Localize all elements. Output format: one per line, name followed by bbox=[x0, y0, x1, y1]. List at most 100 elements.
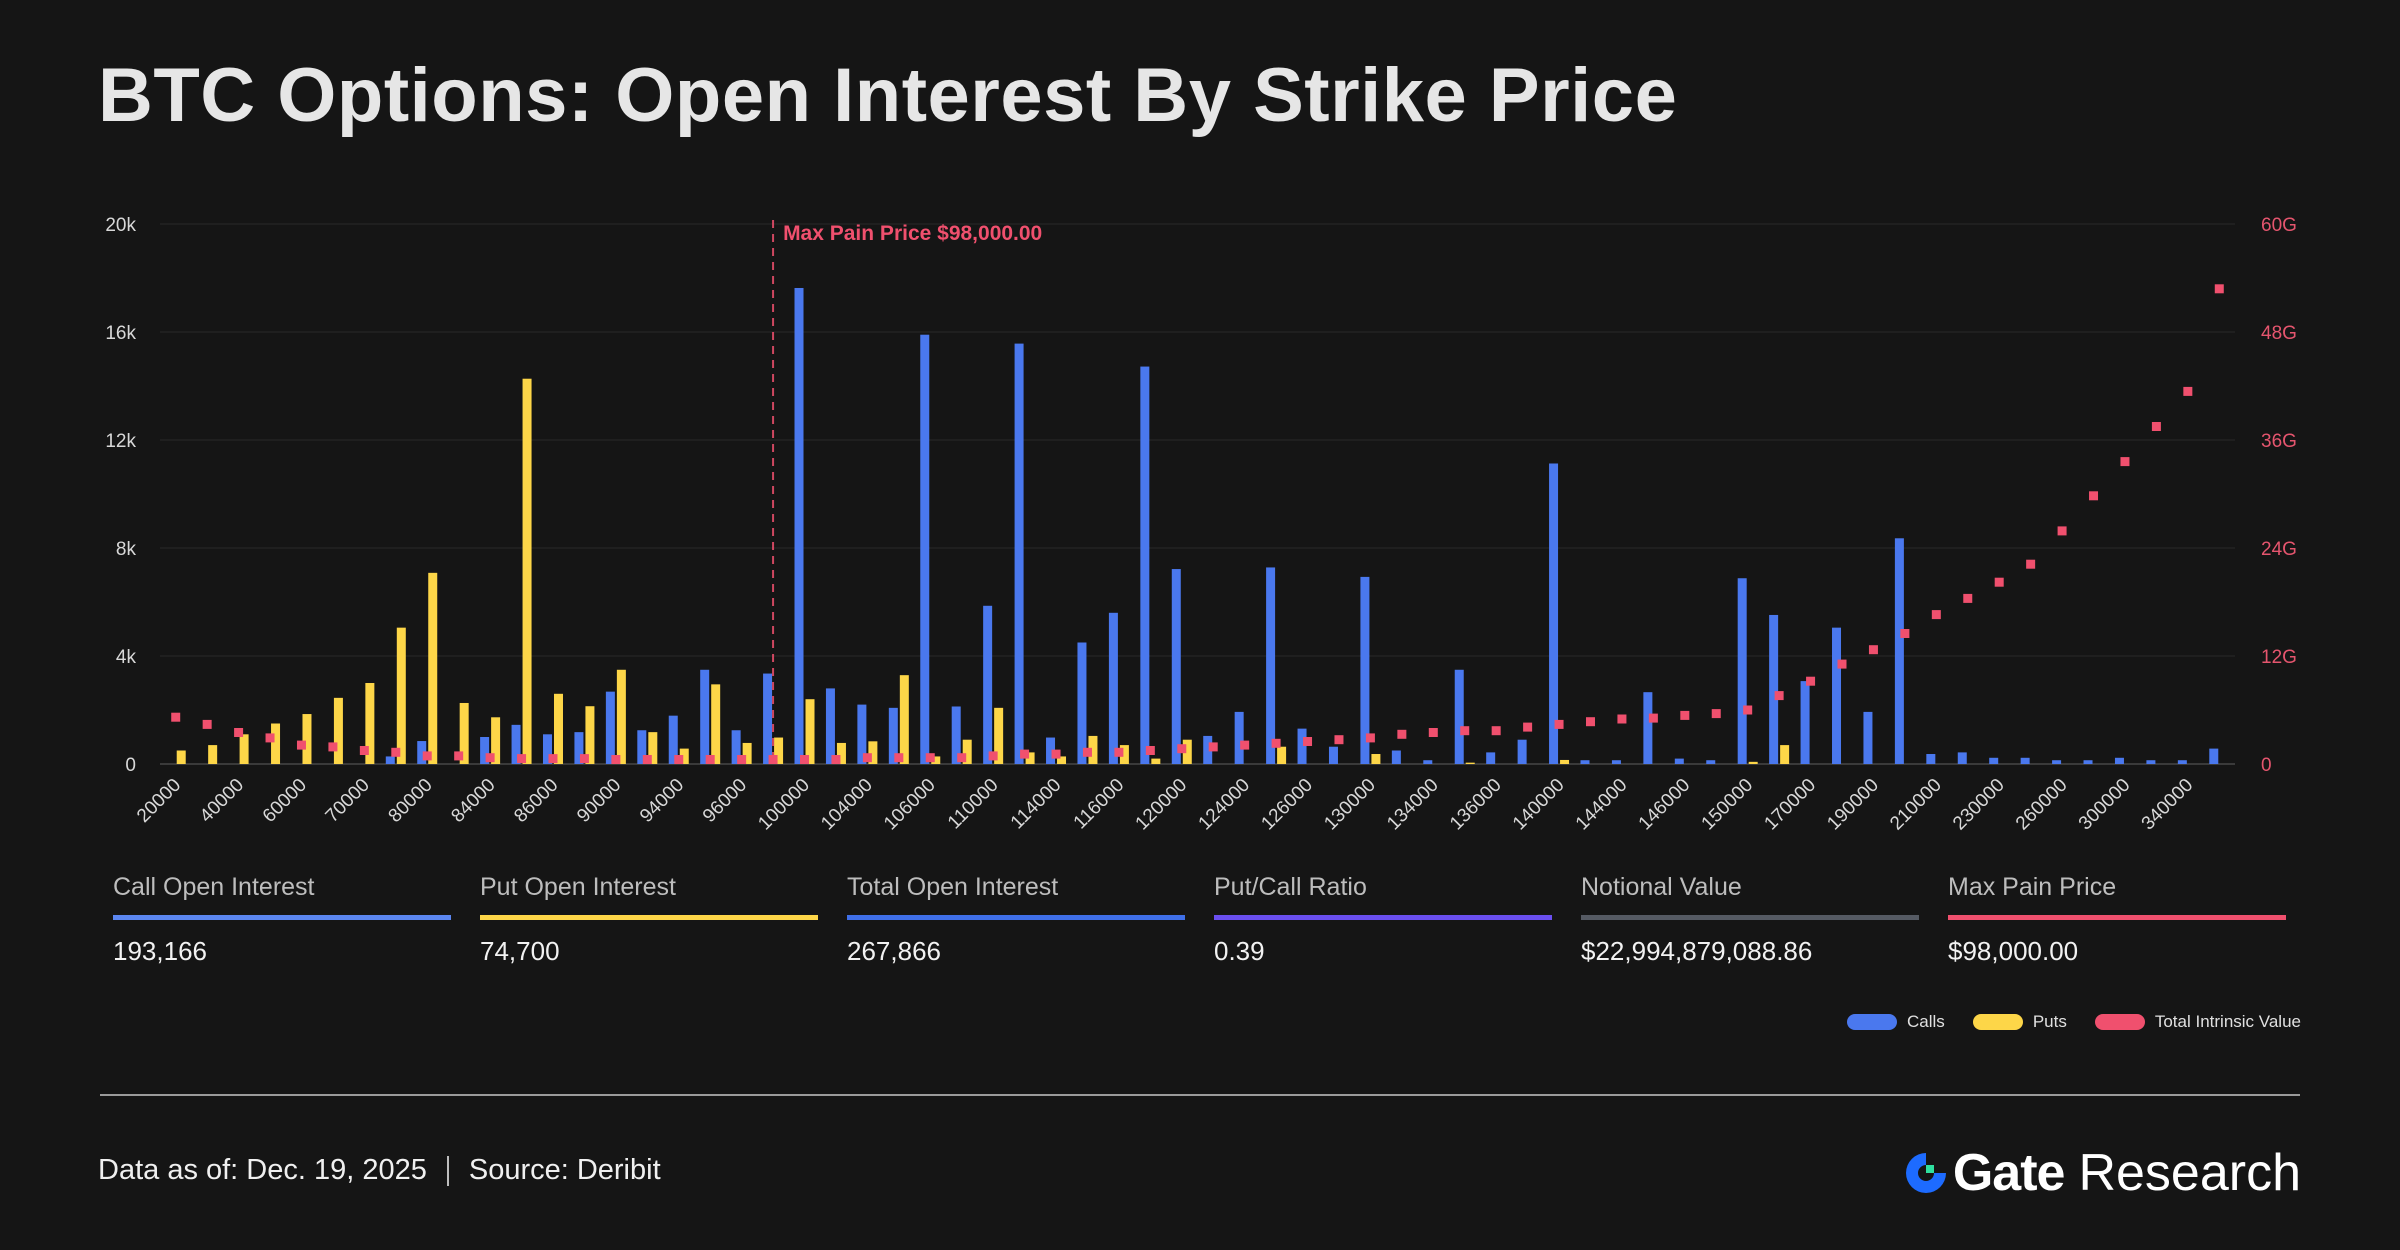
stat-put-open-interest: Put Open Interest 74,700 bbox=[480, 873, 818, 967]
intrinsic-value-point bbox=[1617, 714, 1627, 724]
intrinsic-value-point bbox=[2120, 457, 2130, 467]
call-bar bbox=[1737, 578, 1747, 764]
call-bar bbox=[480, 737, 490, 764]
call-bar bbox=[920, 334, 930, 764]
x-tick-label: 100000 bbox=[754, 775, 814, 835]
call-bar bbox=[1894, 538, 1904, 764]
intrinsic-value-point bbox=[1963, 593, 1973, 603]
call-bar bbox=[1863, 711, 1873, 764]
intrinsic-value-point bbox=[1806, 676, 1816, 686]
legend-item-intrinsic-value[interactable]: Total Intrinsic Value bbox=[2094, 1012, 2301, 1032]
footer-divider bbox=[100, 1094, 2300, 1096]
x-tick-label: 150000 bbox=[1698, 775, 1758, 835]
x-tick-label: 144000 bbox=[1572, 775, 1632, 835]
y-tick-label: 20k bbox=[105, 215, 136, 236]
stat-value: 267,866 bbox=[847, 936, 941, 966]
stat-value: 193,166 bbox=[113, 936, 207, 966]
call-bar bbox=[1674, 758, 1684, 764]
intrinsic-value-point bbox=[1114, 747, 1124, 757]
call-bar bbox=[574, 732, 584, 764]
call-bar bbox=[1957, 752, 1967, 764]
intrinsic-value-point bbox=[1648, 713, 1658, 723]
call-bar bbox=[668, 715, 678, 764]
call-bar bbox=[825, 688, 835, 764]
intrinsic-value-point bbox=[1051, 749, 1061, 759]
intrinsic-value-point bbox=[800, 755, 810, 764]
legend-label: Calls bbox=[1907, 1012, 1945, 1031]
put-bar bbox=[742, 742, 752, 764]
intrinsic-value-point bbox=[454, 751, 464, 761]
legend-label: Puts bbox=[2032, 1012, 2067, 1031]
put-bar bbox=[208, 745, 218, 764]
x-tick-label: 130000 bbox=[1320, 775, 1380, 835]
intrinsic-value-point bbox=[1397, 729, 1407, 739]
intrinsic-value-point bbox=[1303, 737, 1313, 746]
call-bar bbox=[1077, 642, 1087, 764]
intrinsic-value-point bbox=[1460, 726, 1470, 736]
call-bar bbox=[951, 706, 961, 764]
x-tick-label: 260000 bbox=[2012, 775, 2072, 835]
call-bar bbox=[1266, 567, 1276, 764]
call-bar bbox=[1391, 750, 1401, 764]
intrinsic-value-point bbox=[1680, 710, 1690, 720]
put-bar bbox=[585, 706, 595, 764]
intrinsic-value-point bbox=[611, 755, 621, 764]
intrinsic-value-point bbox=[328, 742, 338, 752]
y2-tick-label: 12G bbox=[2261, 647, 2297, 668]
put-bar bbox=[836, 742, 846, 764]
put-bar bbox=[774, 737, 784, 764]
call-bar bbox=[1706, 760, 1716, 764]
open-interest-chart: 0 0 4k 12G 8k 24G 12k 36G 16k 48G 20k 60G 20000 40000… bbox=[105, 215, 2297, 835]
call-bar bbox=[1423, 760, 1433, 764]
call-bar bbox=[1486, 752, 1496, 764]
legend-swatch-puts bbox=[1972, 1014, 2023, 1030]
call-bar bbox=[2114, 757, 2124, 764]
x-tick-label: 86000 bbox=[510, 775, 562, 827]
put-bar bbox=[1057, 756, 1067, 764]
call-bar bbox=[983, 605, 993, 764]
call-bar bbox=[1989, 757, 1999, 764]
x-tick-label: 300000 bbox=[2075, 775, 2135, 835]
put-bar bbox=[553, 693, 563, 764]
intrinsic-value-point bbox=[1837, 659, 1847, 669]
legend-item-calls[interactable]: Calls bbox=[1847, 1012, 1945, 1032]
legend-item-puts[interactable]: Puts bbox=[1972, 1012, 2067, 1032]
intrinsic-value-point bbox=[2057, 526, 2067, 536]
put-bar bbox=[1182, 739, 1192, 764]
intrinsic-value-point bbox=[579, 754, 589, 764]
intrinsic-value-point bbox=[2214, 284, 2224, 294]
call-bar bbox=[1800, 681, 1810, 764]
put-bar bbox=[1151, 758, 1161, 764]
put-bar bbox=[868, 741, 878, 764]
stat-value: $98,000.00 bbox=[1948, 936, 2079, 966]
intrinsic-value-point bbox=[1271, 738, 1281, 748]
call-bar bbox=[1643, 692, 1653, 764]
put-bar bbox=[994, 707, 1004, 764]
put-bar bbox=[1748, 761, 1758, 764]
x-tick-label: 106000 bbox=[880, 775, 940, 835]
intrinsic-value-point bbox=[737, 755, 747, 764]
x-tick-label: 70000 bbox=[322, 775, 374, 827]
x-tick-label: 140000 bbox=[1509, 775, 1569, 835]
intrinsic-value-point bbox=[1554, 719, 1564, 729]
stat-label: Put Open Interest bbox=[480, 873, 676, 901]
put-bar bbox=[459, 702, 469, 764]
x-tick-label: 96000 bbox=[699, 775, 751, 827]
stat-label: Max Pain Price bbox=[1948, 873, 2117, 901]
y-tick-label: 12k bbox=[105, 431, 136, 452]
stat-notional-value: Notional Value $22,994,879,088.86 bbox=[1581, 873, 1919, 967]
call-bar bbox=[1297, 728, 1307, 764]
put-bar bbox=[365, 683, 375, 764]
intrinsic-value-point bbox=[422, 751, 432, 761]
intrinsic-value-point bbox=[1240, 740, 1250, 750]
call-bar bbox=[511, 724, 521, 764]
intrinsic-value-point bbox=[831, 755, 841, 764]
source-name: Deribit bbox=[576, 1154, 661, 1186]
intrinsic-value-point bbox=[1365, 733, 1375, 743]
stat-value: $22,994,879,088.86 bbox=[1581, 936, 1813, 966]
data-date: Data as of: Dec. 19, 2025 bbox=[98, 1154, 427, 1186]
put-bar bbox=[1780, 745, 1790, 764]
stat-line bbox=[480, 915, 818, 920]
call-bar bbox=[1611, 760, 1621, 764]
x-tick-label: 120000 bbox=[1132, 775, 1192, 835]
